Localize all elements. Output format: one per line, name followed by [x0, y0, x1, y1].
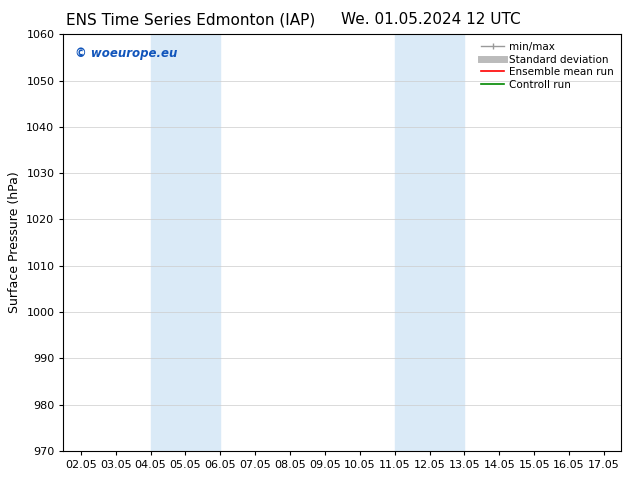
Bar [150, 34, 221, 451]
Text: We. 01.05.2024 12 UTC: We. 01.05.2024 12 UTC [341, 12, 521, 27]
Legend: min/max, Standard deviation, Ensemble mean run, Controll run: min/max, Standard deviation, Ensemble me… [479, 40, 616, 93]
Text: ENS Time Series Edmonton (IAP): ENS Time Series Edmonton (IAP) [65, 12, 315, 27]
Bar [394, 34, 464, 451]
Text: © woeurope.eu: © woeurope.eu [75, 47, 177, 60]
Y-axis label: Surface Pressure (hPa): Surface Pressure (hPa) [8, 172, 21, 314]
